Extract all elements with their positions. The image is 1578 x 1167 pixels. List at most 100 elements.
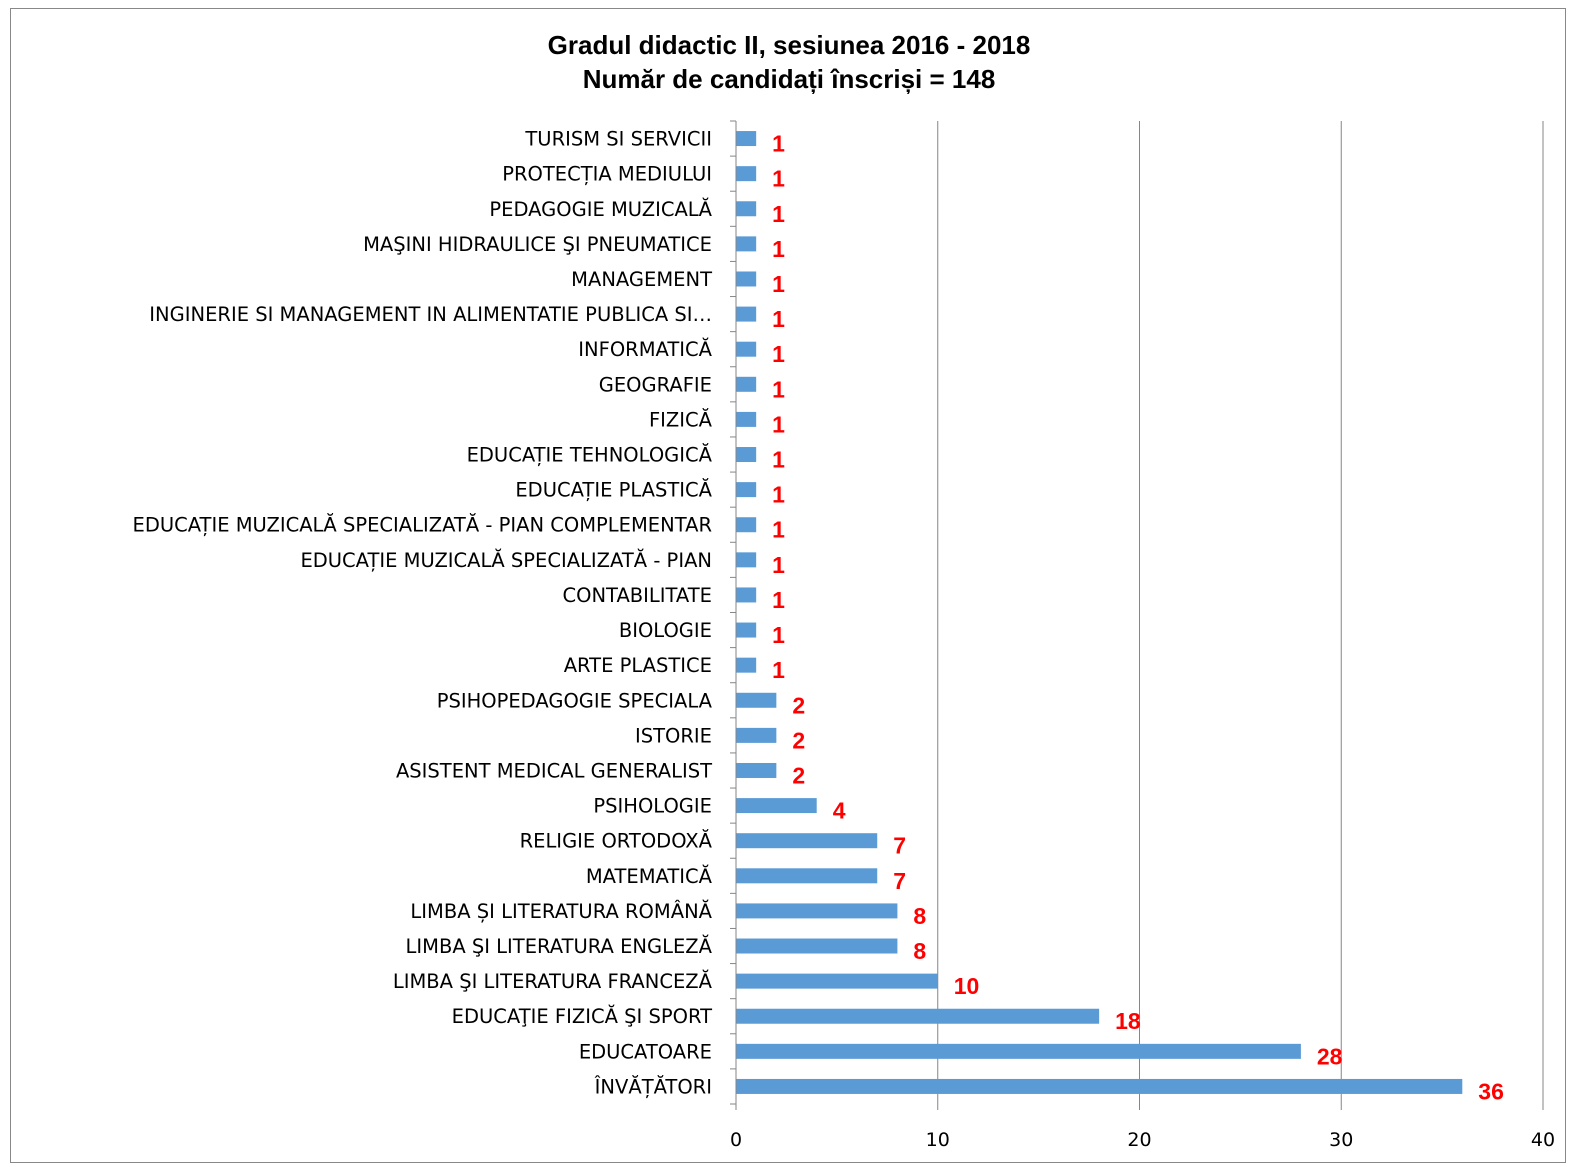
category-label: EDUCAȚIE TEHNOLOGICĂ xyxy=(467,443,713,467)
category-label: ÎNVĂȚĂTORI xyxy=(594,1074,712,1098)
bar xyxy=(736,376,757,392)
bar xyxy=(736,271,757,287)
data-label: 1 xyxy=(772,657,785,683)
category-label: LIMBA ŞI LITERATURA FRANCEZĂ xyxy=(393,969,713,993)
data-label: 1 xyxy=(772,552,785,578)
data-label: 4 xyxy=(833,798,846,824)
bar xyxy=(736,1043,1301,1059)
bar xyxy=(736,131,757,147)
category-label: LIMBA ŞI LITERATURA ENGLEZĂ xyxy=(406,934,713,958)
data-label: 18 xyxy=(1115,1008,1141,1034)
data-label: 1 xyxy=(772,376,785,402)
data-label: 7 xyxy=(893,868,906,894)
bar xyxy=(736,727,777,743)
data-label: 1 xyxy=(772,306,785,332)
x-tick-label: 10 xyxy=(926,1129,950,1151)
x-tick-label: 0 xyxy=(730,1129,742,1151)
data-label: 1 xyxy=(772,447,785,473)
category-label: MATEMATICĂ xyxy=(586,864,713,888)
category-label: EDUCAȚIE MUZICALĂ SPECIALIZATĂ - PIAN xyxy=(300,548,712,572)
category-label: GEOGRAFIE xyxy=(599,373,712,396)
bar xyxy=(736,166,757,182)
chart-title-line-2: Număr de candidați înscriși = 148 xyxy=(582,64,996,94)
category-label: TURISM SI SERVICII xyxy=(524,128,712,151)
bar xyxy=(736,762,777,778)
data-label: 36 xyxy=(1478,1078,1504,1104)
category-label: PROTECȚIA MEDIULUI xyxy=(502,163,712,186)
category-label: PEDAGOGIE MUZICALĂ xyxy=(489,197,712,221)
bar xyxy=(736,587,757,603)
gridlines xyxy=(937,121,1544,1104)
bar xyxy=(736,622,757,638)
data-label: 10 xyxy=(954,973,980,999)
bar xyxy=(736,657,757,673)
data-label: 1 xyxy=(772,517,785,543)
x-tick-label: 40 xyxy=(1531,1129,1555,1151)
chart-title-line-1: Gradul didactic II, sesiunea 2016 - 2018 xyxy=(547,30,1031,60)
data-label: 1 xyxy=(772,201,785,227)
bar xyxy=(736,973,938,989)
category-label: BIOLOGIE xyxy=(619,619,712,642)
data-label: 1 xyxy=(772,236,785,262)
category-label: FIZICĂ xyxy=(649,407,713,431)
chart-frame xyxy=(10,8,1566,1163)
category-label: EDUCAŢIE FIZICĂ ŞI SPORT xyxy=(452,1004,712,1028)
category-label: EDUCATOARE xyxy=(579,1040,712,1063)
data-label: 1 xyxy=(772,587,785,613)
category-label: ASISTENT MEDICAL GENERALIST xyxy=(396,759,712,782)
data-label: 8 xyxy=(913,938,926,964)
bar xyxy=(736,411,757,427)
category-label: RELIGIE ORTODOXĂ xyxy=(520,829,713,853)
data-label: 1 xyxy=(772,271,785,297)
x-tick-label: 20 xyxy=(1127,1129,1151,1151)
bar xyxy=(736,447,757,463)
bar xyxy=(736,236,757,252)
data-label: 2 xyxy=(792,727,805,753)
data-label: 1 xyxy=(772,166,785,192)
data-label: 1 xyxy=(772,341,785,367)
category-label: ARTE PLASTICE xyxy=(564,654,712,677)
data-label: 8 xyxy=(913,903,926,929)
data-label: 28 xyxy=(1317,1043,1343,1069)
category-label: INFORMATICĂ xyxy=(578,337,712,361)
category-label: ISTORIE xyxy=(635,724,712,747)
category-label: INGINERIE SI MANAGEMENT IN ALIMENTATIE P… xyxy=(149,303,712,326)
data-label: 2 xyxy=(792,692,805,718)
x-axis-tick-labels: 0 10 20 30 40 xyxy=(730,1129,1555,1151)
data-label: 1 xyxy=(772,411,785,437)
bar xyxy=(736,833,878,849)
data-label: 2 xyxy=(792,762,805,788)
bar xyxy=(736,517,757,533)
data-label: 1 xyxy=(772,622,785,648)
data-label: 1 xyxy=(772,482,785,508)
data-label: 7 xyxy=(893,833,906,859)
bars xyxy=(736,131,1463,1094)
category-label: PSIHOPEDAGOGIE SPECIALA xyxy=(437,689,713,712)
bar xyxy=(736,201,757,217)
category-label: EDUCAȚIE PLASTICĂ xyxy=(515,478,712,502)
bar xyxy=(736,552,757,568)
bar xyxy=(736,868,878,884)
category-label: PSIHOLOGIE xyxy=(593,795,712,818)
category-label: MAŞINI HIDRAULICE ŞI PNEUMATICE xyxy=(363,233,712,256)
bar xyxy=(736,938,898,954)
category-labels: ÎNVĂȚĂTORI EDUCATOARE EDUCAŢIE FIZICĂ ŞI S… xyxy=(133,128,713,1099)
bar xyxy=(736,341,757,357)
category-label: MANAGEMENT xyxy=(571,268,712,291)
bar xyxy=(736,306,757,322)
category-label: LIMBA ȘI LITERATURA ROMÂNĂ xyxy=(410,899,712,923)
chart-title: Gradul didactic II, sesiunea 2016 - 2018… xyxy=(0,28,1578,96)
x-tick-label: 30 xyxy=(1329,1129,1353,1151)
bar xyxy=(736,798,817,814)
bar xyxy=(736,903,898,919)
bar xyxy=(736,1008,1100,1024)
category-label: CONTABILITATE xyxy=(563,584,713,607)
bar xyxy=(736,1078,1463,1094)
y-axis xyxy=(730,120,1544,1110)
bar xyxy=(736,692,777,708)
category-label: EDUCAȚIE MUZICALĂ SPECIALIZATĂ - PIAN CO… xyxy=(133,513,713,537)
bar xyxy=(736,482,757,498)
data-label: 1 xyxy=(772,131,785,157)
